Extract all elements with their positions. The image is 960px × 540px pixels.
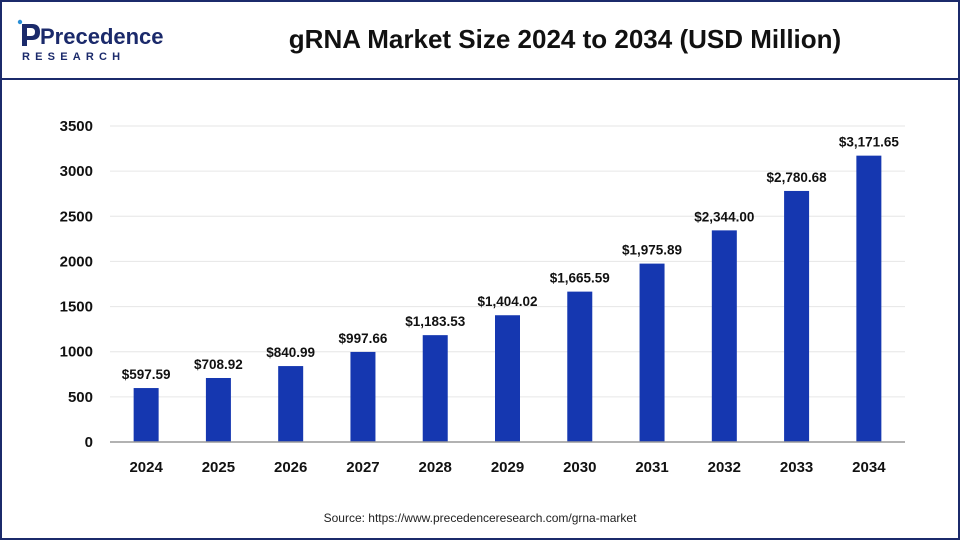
source-note: Source: https://www.precedenceresearch.c…	[323, 511, 637, 525]
data-label: $1,975.89	[622, 243, 682, 258]
bar	[784, 190, 810, 442]
bar	[856, 155, 882, 442]
data-label: $3,171.65	[839, 135, 900, 150]
x-tick-label: 2024	[129, 459, 163, 476]
x-tick-label: 2032	[708, 459, 741, 476]
data-label: $840.99	[266, 345, 315, 360]
x-axis-ticks: 2024 2025 2026 2027 2028 2029 2030 2031 2032 2033…	[129, 459, 886, 476]
data-label: $997.66	[339, 331, 388, 346]
data-label: $1,404.02	[477, 294, 537, 309]
x-tick-label: 2030	[563, 459, 596, 476]
chart-title: gRNA Market Size 2024 to 2034 (USD Milli…	[288, 24, 842, 54]
bar	[133, 388, 159, 442]
data-label: $708.92	[194, 357, 243, 372]
data-label: $2,344.00	[694, 209, 754, 224]
precedence-research-logo: Precedence RESEARCH	[17, 19, 164, 63]
y-tick-label: 500	[68, 389, 93, 406]
y-tick-label: 3500	[60, 118, 93, 135]
x-tick-label: 2034	[852, 459, 886, 476]
x-tick-label: 2027	[346, 459, 379, 476]
gridlines	[110, 125, 905, 398]
logo-wordmark: Precedence	[40, 24, 164, 49]
y-axis-ticks: 0 500 1000 1500 2000 2500 3000 3500	[60, 118, 93, 451]
y-tick-label: 2000	[60, 253, 93, 270]
header: Precedence RESEARCH gRNA Market Size 202…	[2, 2, 958, 80]
x-tick-label: 2031	[635, 459, 668, 476]
logo-mark	[17, 19, 40, 46]
bar	[350, 351, 376, 442]
data-label: $1,183.53	[405, 314, 466, 329]
bar	[567, 291, 593, 442]
bar	[422, 335, 448, 442]
bar-chart: 0 500 1000 1500 2000 2500 3000 3500 $597.59 $708…	[60, 118, 905, 476]
data-labels: $597.59 $708.92 $840.99 $997.66 $1,183.53 $1,…	[122, 135, 900, 382]
y-tick-label: 0	[85, 434, 93, 451]
bar	[495, 315, 520, 442]
bar	[278, 366, 304, 442]
logo-subtitle: RESEARCH	[22, 51, 125, 63]
y-tick-label: 1000	[60, 344, 93, 361]
x-tick-label: 2028	[419, 459, 452, 476]
x-tick-label: 2025	[202, 459, 235, 476]
y-tick-label: 3000	[60, 163, 93, 180]
bars	[133, 155, 882, 442]
bar	[711, 230, 737, 442]
x-tick-label: 2029	[491, 459, 524, 476]
data-label: $597.59	[122, 367, 171, 382]
bar	[205, 377, 231, 442]
y-tick-label: 2500	[60, 208, 93, 225]
data-label: $1,665.59	[550, 271, 610, 286]
data-label: $2,780.68	[767, 170, 828, 185]
bar	[639, 263, 665, 442]
x-tick-label: 2026	[274, 459, 307, 476]
x-tick-label: 2033	[780, 459, 813, 476]
y-tick-label: 1500	[60, 299, 93, 316]
